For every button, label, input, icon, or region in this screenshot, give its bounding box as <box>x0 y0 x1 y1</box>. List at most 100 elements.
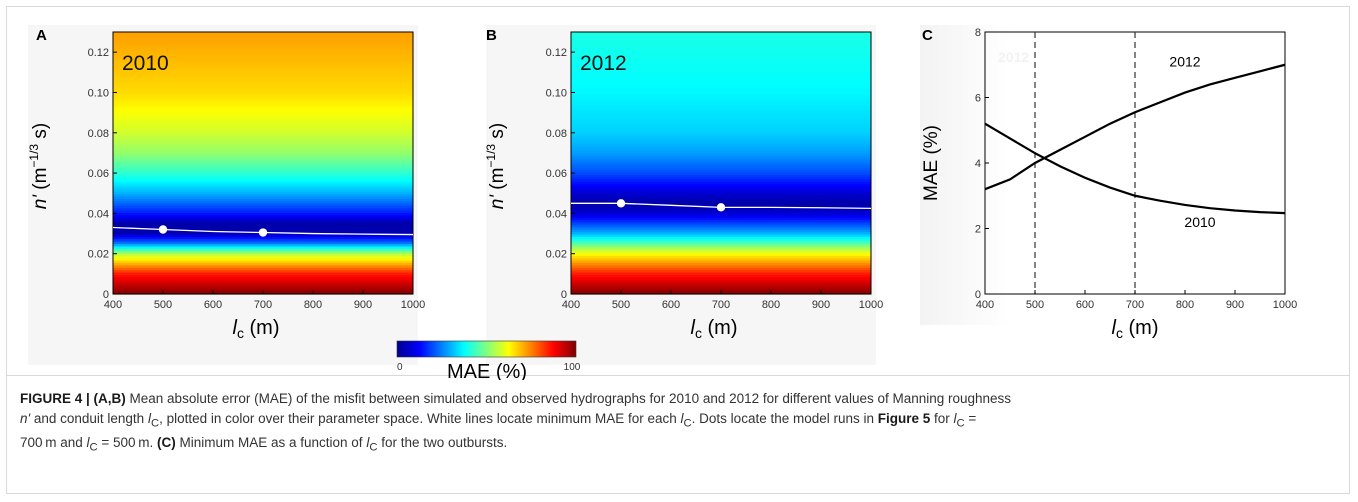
heatmap-cell <box>571 248 871 252</box>
heatmap-cell <box>113 91 413 95</box>
panel-a-letter: A <box>36 27 47 44</box>
heatmap-cell <box>113 222 413 226</box>
heatmap-cell <box>571 89 871 93</box>
heatmap-cell <box>571 196 871 200</box>
heatmap-cell <box>571 112 871 116</box>
heatmap-cell <box>571 272 871 276</box>
x-tick-label: 900 <box>1226 299 1244 311</box>
heatmap-cell <box>571 243 871 247</box>
heatmap-cell <box>571 179 871 183</box>
heatmap-cell <box>113 122 413 126</box>
y-tick-label: 0.08 <box>88 128 109 140</box>
heatmap-cell <box>113 105 413 109</box>
panel-a-y-label: n' (m−1/3 s) <box>27 123 51 209</box>
panel-c-series: 2012 2010 <box>984 53 1286 230</box>
heatmap-cell <box>571 82 871 85</box>
heatmap-cell <box>113 258 413 262</box>
heatmap-cell <box>113 186 413 190</box>
heatmap-cell <box>571 143 871 147</box>
heatmap-cell <box>113 172 413 176</box>
heatmap-cell <box>113 151 413 155</box>
heatmap-cell <box>113 251 413 255</box>
heatmap-cell <box>113 163 413 166</box>
heatmap-cell <box>113 65 413 69</box>
caption-text-3h: for the two outbursts. <box>377 434 508 450</box>
heatmap-cell <box>571 36 871 40</box>
heatmap-cell <box>571 258 871 262</box>
caption-symbol-l: l <box>147 411 151 427</box>
heatmap-cell <box>113 77 413 81</box>
panel-b-year-annotation: 2012 <box>580 52 627 75</box>
y-tick-label: 0.02 <box>546 249 567 261</box>
heatmap-cell <box>571 193 871 197</box>
heatmap-cell <box>571 101 871 105</box>
colorbar-max-label: 100 <box>564 362 581 373</box>
heatmap-cell <box>571 165 871 169</box>
caption-label-c: (C) <box>156 434 176 450</box>
heatmap-cell <box>113 177 413 181</box>
heatmap-cell <box>571 282 871 286</box>
heatmap-cell <box>571 151 871 155</box>
heatmap-cell <box>113 48 413 52</box>
heatmap-cell <box>571 265 871 269</box>
heatmap-cell <box>113 55 413 59</box>
heatmap-cell <box>571 172 871 176</box>
heatmap-cell <box>571 260 871 264</box>
heatmap-cell <box>113 79 413 83</box>
heatmap-cell <box>113 58 413 62</box>
x-tick-label: 600 <box>662 299 680 311</box>
heatmap-cell <box>113 253 413 257</box>
model-run-dot <box>616 199 626 208</box>
heatmap-cell <box>571 39 871 43</box>
y-tick-label: 0.12 <box>88 47 109 59</box>
heatmap-cell <box>113 224 413 228</box>
heatmap-cell <box>113 284 413 288</box>
x-tick-label: 700 <box>1126 299 1144 311</box>
panel-b-dots <box>616 199 726 212</box>
model-run-dot <box>716 203 726 212</box>
heatmap-cell <box>113 134 413 138</box>
heatmap-cell <box>113 191 413 195</box>
panel-c-x-label: lc (m) <box>1112 317 1159 341</box>
heatmap-cell <box>571 91 871 95</box>
x-tick-label: 1000 <box>859 299 883 311</box>
heatmap-cell <box>113 39 413 43</box>
heatmap-cell <box>571 198 871 202</box>
x-tick-label: 1000 <box>1273 299 1297 311</box>
heatmap-cell <box>571 189 871 193</box>
heatmap-cell <box>113 43 413 47</box>
heatmap-cell <box>571 286 871 290</box>
heatmap-cell <box>571 105 871 109</box>
panel-b-y-label: n' (m−1/3 s) <box>484 123 508 209</box>
heatmap-cell <box>113 108 413 112</box>
heatmap-cell <box>571 239 871 243</box>
heatmap-cell <box>113 32 413 35</box>
caption-text-3d: = 500 m. <box>97 434 157 450</box>
heatmap-cell <box>571 246 871 250</box>
heatmap-cell <box>113 155 413 159</box>
heatmap-cell <box>113 141 413 145</box>
heatmap-cell <box>113 263 413 267</box>
heatmap-cell <box>571 158 871 162</box>
y-tick-label: 0.10 <box>88 87 109 99</box>
heatmap-cell <box>113 203 413 207</box>
panel-a-x-ticks: 400 500 600 700 800 900 1000 <box>104 290 425 311</box>
heatmap-cell <box>571 279 871 283</box>
figure-caption: FIGURE 4 | (A,B) Mean absolute error (MA… <box>20 389 1340 456</box>
heatmap-cell <box>571 139 871 143</box>
y-tick-label: 0 <box>561 289 567 301</box>
panel-b: B 2012 400 500 600 700 800 900 1000 00.020.040… <box>484 27 883 341</box>
heatmap-cell <box>113 174 413 178</box>
heatmap-cell <box>571 267 871 271</box>
heatmap-cell <box>571 236 871 240</box>
heatmap-cell <box>113 139 413 143</box>
panel-a-x-label: lc (m) <box>233 317 280 341</box>
heatmap-cell <box>571 93 871 97</box>
caption-figure5-link[interactable]: Figure 5 <box>877 411 931 427</box>
heatmap-cell <box>571 136 871 140</box>
panel-c-y-label: MAE (%) <box>921 125 942 201</box>
y-tick-label: 0.04 <box>546 208 567 220</box>
heatmap-cell <box>571 134 871 138</box>
panel-a-y-ticks: 0 0.02 0.04 0.06 0.08 0.10 0.12 <box>88 47 117 301</box>
series-label-2010: 2010 <box>1184 214 1215 230</box>
